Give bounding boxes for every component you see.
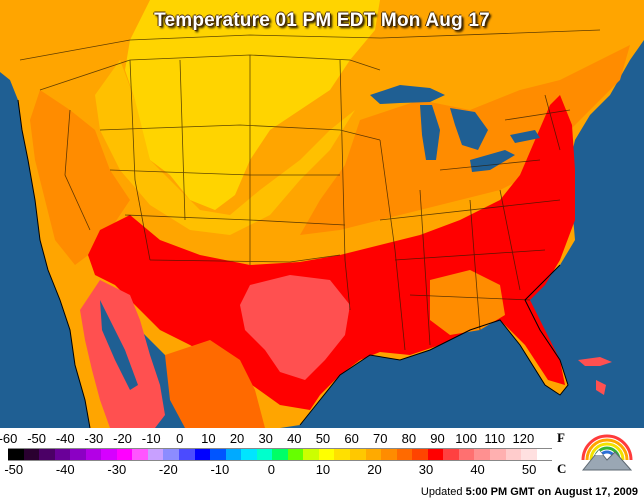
fahrenheit-tick-label: 0 (176, 431, 184, 446)
state-borders (19, 29, 601, 351)
updated-on: on (537, 486, 552, 498)
legend-color-swatch (521, 449, 537, 460)
legend-color-swatch (334, 449, 351, 460)
weather-logo-icon[interactable] (577, 430, 637, 480)
lake-huron (450, 108, 488, 150)
celsius-tick-label: 40 (470, 462, 485, 477)
fahrenheit-tick-label: 70 (372, 431, 388, 446)
legend-color-swatch (365, 449, 382, 460)
legend-color-swatch (210, 449, 226, 460)
gulf-of-california (100, 300, 138, 390)
legend-color-swatch (70, 449, 86, 460)
legend-color-swatch (489, 449, 506, 460)
temperature-map: Temperature 01 PM EDT Mon Aug 17 (0, 0, 644, 428)
legend-color-swatch (318, 449, 335, 460)
legend-color-swatch (225, 449, 242, 460)
legend-color-swatch (54, 449, 71, 460)
fahrenheit-tick-label: -50 (27, 431, 47, 446)
fahrenheit-tick-label: 60 (344, 431, 359, 446)
legend-color-swatch (194, 449, 211, 460)
fahrenheit-tick-label: -40 (55, 431, 75, 446)
southeast-orange-zone (430, 270, 505, 335)
fahrenheit-unit-label: F (557, 430, 565, 445)
celsius-tick-label: -20 (158, 462, 178, 477)
celsius-tick-label: 0 (267, 462, 276, 477)
coastline (17, 99, 569, 428)
fahrenheit-tick-label: 80 (401, 431, 417, 446)
updated-date: August 17, 2009 (554, 486, 638, 498)
fahrenheit-tick-label: 90 (430, 431, 445, 446)
legend-color-swatch (23, 449, 40, 460)
fahrenheit-tick-label: 40 (287, 431, 302, 446)
celsius-tick-label: -40 (55, 462, 75, 477)
texas-hot-zone (240, 275, 350, 380)
lake-superior (370, 85, 445, 104)
celsius-unit-label: C (557, 461, 567, 476)
celsius-tick-label: 20 (367, 462, 382, 477)
updated-time: 5:00 PM GMT (465, 486, 535, 498)
legend-color-swatch (303, 449, 319, 460)
celsius-tick-row: -50 -40 -30 -20 -10 0 10 20 30 40 50 (0, 462, 560, 478)
legend-color-swatch (505, 449, 522, 460)
legend-color-swatch (350, 449, 366, 460)
fahrenheit-tick-label: 30 (258, 431, 273, 446)
legend-color-swatch (396, 449, 413, 460)
lake-michigan (420, 105, 440, 160)
legend-color-swatch (39, 449, 55, 460)
fahrenheit-tick-label: 20 (229, 431, 245, 446)
legend-color-swatch (8, 449, 24, 460)
celsius-tick-label: -10 (210, 462, 230, 477)
lake-erie (470, 150, 515, 172)
legend-color-swatch (85, 449, 102, 460)
legend-color-swatch (427, 449, 444, 460)
lake-ontario (510, 130, 540, 143)
fahrenheit-tick-label: 50 (315, 431, 331, 446)
legend-color-swatch (474, 449, 490, 460)
temperature-legend: -60 -50 -40 -30 -20 -10 0 10 20 30 40 50 60 70 80 90 100… (0, 428, 644, 484)
fahrenheit-tick-label: -60 (0, 431, 18, 446)
legend-color-swatch (179, 449, 195, 460)
fahrenheit-tick-label: 110 (484, 431, 506, 446)
fahrenheit-tick-row: -60 -50 -40 -30 -20 -10 0 10 20 30 40 50 60 70 80 90 100… (0, 431, 560, 447)
color-scale-bar (8, 448, 553, 461)
celsius-tick-label: 30 (418, 462, 434, 477)
legend-color-swatch (287, 449, 304, 460)
cool-mid-zone (95, 60, 355, 235)
legend-color-swatch (412, 449, 428, 460)
legend-color-swatch (272, 449, 288, 460)
updated-timestamp: Updated 5:00 PM GMT on August 17, 2009 (421, 486, 638, 498)
fahrenheit-tick-label: 100 (455, 431, 477, 446)
celsius-tick-label: 50 (521, 462, 537, 477)
fahrenheit-tick-label: -10 (141, 431, 161, 446)
legend-color-swatch (443, 449, 459, 460)
fahrenheit-tick-label: 120 (512, 431, 535, 446)
legend-color-swatch (256, 449, 273, 460)
legend-color-swatch (536, 449, 553, 460)
legend-color-swatch (132, 449, 148, 460)
bahamas-island (596, 380, 606, 395)
celsius-tick-label: -30 (107, 462, 127, 477)
mexico-zone (165, 340, 265, 428)
celsius-tick-label: -50 (4, 462, 24, 477)
west-orange-zone (30, 90, 130, 265)
updated-prefix: Updated (420, 486, 463, 498)
legend-color-swatch (147, 449, 164, 460)
legend-color-swatch (163, 449, 180, 460)
legend-color-swatch (241, 449, 257, 460)
legend-color-swatch (458, 449, 475, 460)
fahrenheit-tick-label: -30 (84, 431, 104, 446)
map-title: Temperature 01 PM EDT Mon Aug 17 (154, 10, 490, 31)
celsius-tick-label: 10 (315, 462, 331, 477)
cool-north-zone (125, 0, 380, 210)
cuba-island (578, 357, 612, 366)
legend-color-swatch (116, 449, 133, 460)
legend-color-swatch (381, 449, 397, 460)
fahrenheit-tick-label: 10 (201, 431, 216, 446)
map-canvas (0, 0, 644, 428)
fahrenheit-tick-label: -20 (113, 431, 132, 446)
legend-color-swatch (101, 449, 117, 460)
